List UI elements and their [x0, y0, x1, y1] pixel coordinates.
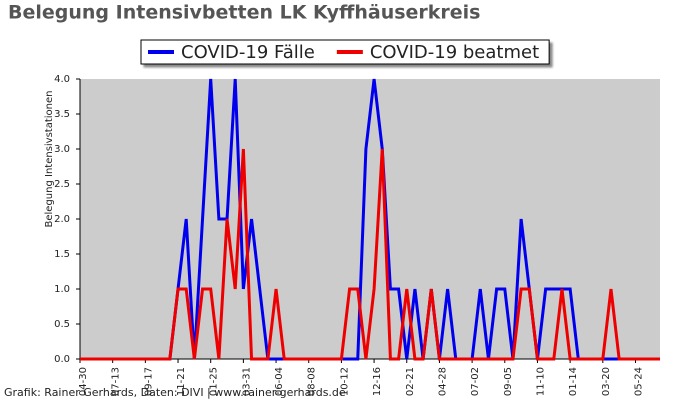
- x-tick-label: 06-04: [274, 367, 285, 396]
- x-tick-label: 12-16: [372, 367, 383, 396]
- y-tick-label: 3.0: [54, 144, 70, 155]
- y-axis-label: Belegung Intensivstationen: [44, 90, 55, 227]
- x-tick-label: 04-30: [78, 367, 89, 396]
- y-tick-label: 0.5: [54, 319, 70, 330]
- x-tick-label: 03-31: [241, 367, 252, 396]
- x-tick-label: 01-14: [568, 367, 579, 396]
- y-tick-label: 3.5: [54, 109, 70, 120]
- x-tick-label: 11-10: [535, 367, 546, 396]
- y-tick-label: 0.0: [54, 354, 70, 365]
- x-tick-label: 01-25: [209, 367, 220, 396]
- y-tick-label: 1.5: [54, 249, 70, 260]
- y-tick-label: 2.5: [54, 179, 70, 190]
- x-tick-label: 02-21: [405, 367, 416, 396]
- x-tick-label: 09-05: [503, 367, 514, 396]
- x-tick-label: 08-08: [307, 367, 318, 396]
- y-tick-label: 1.0: [54, 284, 70, 295]
- x-tick-label: 03-20: [601, 367, 612, 396]
- x-tick-label: 04-28: [437, 367, 448, 396]
- footer: Grafik: Rainer Gerhards, Daten: DIVI | w…: [4, 386, 346, 399]
- x-tick-label: 07-13: [111, 367, 122, 396]
- x-tick-label: 09-17: [143, 367, 154, 396]
- chart-title: Belegung Intensivbetten LK Kyffhäuserkre…: [8, 2, 481, 24]
- series-line: [80, 148, 660, 361]
- legend-label: COVID-19 beatmet: [370, 42, 539, 63]
- x-tick-label: 07-02: [470, 367, 481, 396]
- legend-label: COVID-19 Fälle: [181, 42, 315, 63]
- y-tick-label: 2.0: [54, 214, 70, 225]
- x-tick-label: 05-24: [633, 367, 644, 396]
- x-tick-label: 10-12: [339, 367, 350, 396]
- y-tick-label: 4.0: [54, 74, 70, 85]
- x-tick-label: 11-21: [176, 367, 187, 396]
